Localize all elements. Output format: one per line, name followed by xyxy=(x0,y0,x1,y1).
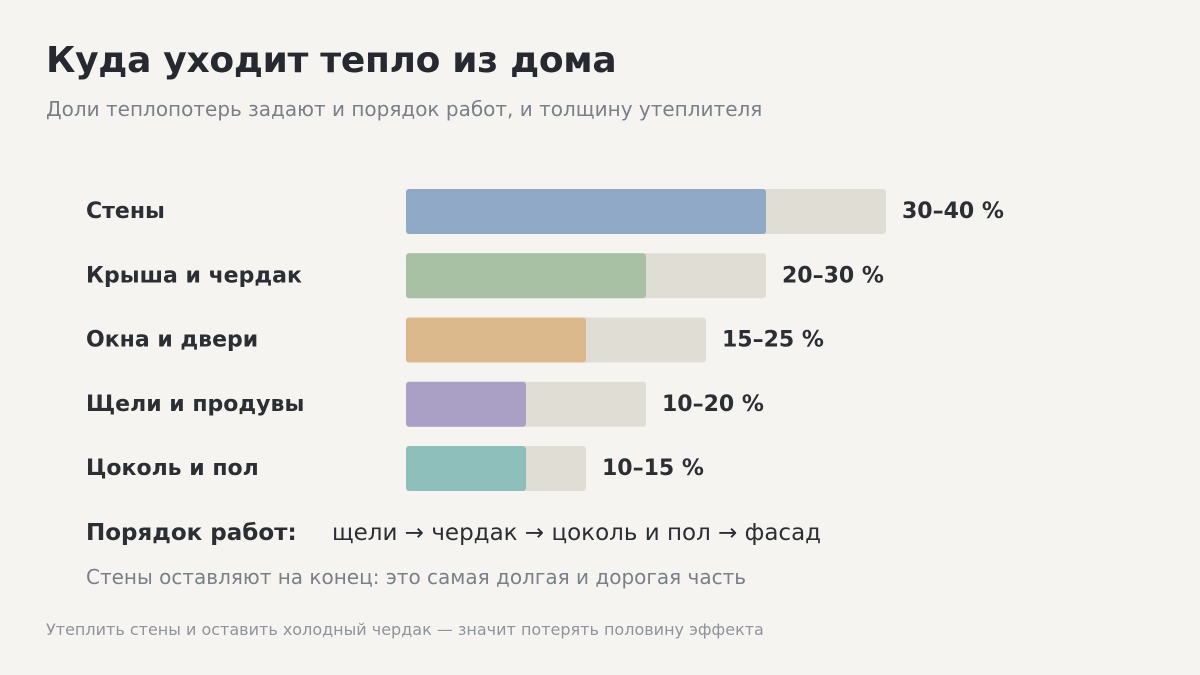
low-bar xyxy=(406,317,586,363)
low-bar xyxy=(406,381,526,427)
value-label: 20–30 % xyxy=(782,263,884,288)
low-bar xyxy=(406,446,526,491)
value-label: 15–25 % xyxy=(722,328,824,353)
category-label: Щели и продувы xyxy=(86,392,304,417)
value-label: 30–40 % xyxy=(902,199,1004,224)
value-label: 10–15 % xyxy=(602,456,704,481)
category-label: Цоколь и пол xyxy=(86,456,259,481)
footnote: Утеплить стены и оставить холодный черда… xyxy=(46,620,764,639)
work-order-note: Стены оставляют на конец: это самая долг… xyxy=(86,565,747,589)
work-order-steps: щели → чердак → цоколь и пол → фасад xyxy=(331,520,822,546)
chart-title: Куда уходит тепло из дома xyxy=(46,40,617,81)
low-bar xyxy=(406,253,646,299)
chart-subtitle: Доли теплопотерь задают и порядок работ,… xyxy=(46,97,763,121)
category-label: Окна и двери xyxy=(86,328,258,353)
value-label: 10–20 % xyxy=(662,392,764,417)
category-label: Крыша и чердак xyxy=(86,263,302,288)
low-bar xyxy=(406,189,766,234)
work-order-line: Порядок работ: щели → чердак → цоколь и … xyxy=(86,520,821,546)
work-order-label: Порядок работ: xyxy=(86,520,297,546)
category-label: Стены xyxy=(86,199,165,224)
